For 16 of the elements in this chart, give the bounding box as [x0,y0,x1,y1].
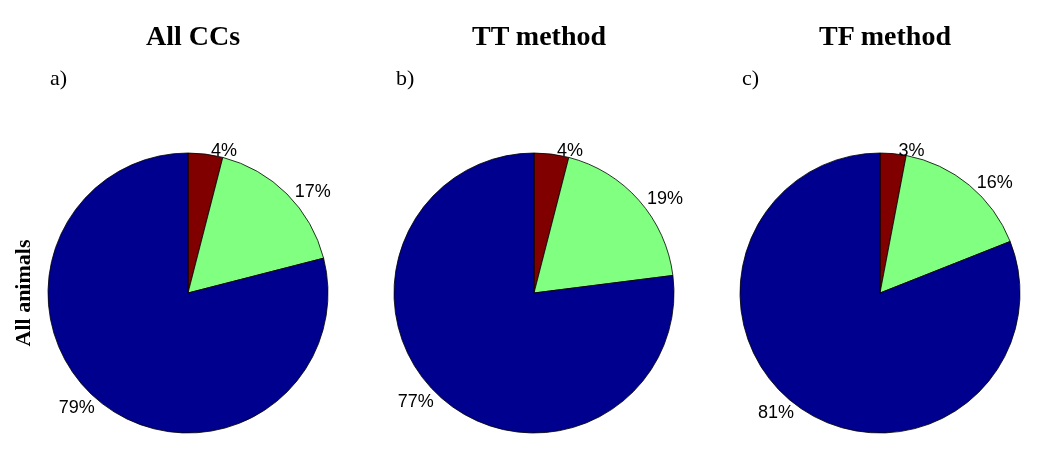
text: c) [742,64,760,90]
data-label: 4% [557,140,584,161]
data-label: 3% [898,139,925,160]
data-label: 79% [58,396,95,417]
data-label: 4% [211,140,238,161]
text: a) [50,64,68,90]
chart-title: TT method [471,19,607,51]
data-label: 81% [758,402,795,423]
text: All animals [9,239,35,347]
chart-title: TF method [819,19,952,51]
data-label: 17% [294,181,331,202]
data-label: 16% [976,172,1013,193]
data-label: 77% [397,391,434,412]
data-label: 19% [647,187,684,208]
chart-title: All CCs [145,19,241,51]
text: b) [396,64,415,90]
